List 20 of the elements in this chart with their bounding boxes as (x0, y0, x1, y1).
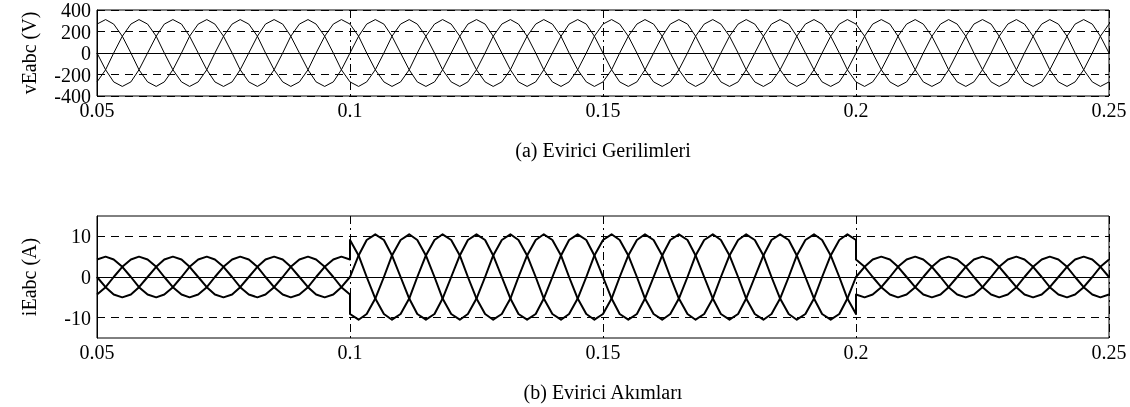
x-tick-label: 0.25 (1091, 341, 1127, 363)
y-tick-label: 0 (81, 266, 91, 288)
y-tick-label: 200 (61, 20, 91, 43)
y-tick-label: 400 (61, 0, 91, 21)
y-axis-title: vEabc (V) (18, 11, 41, 95)
y-tick-label: 10 (71, 225, 91, 248)
x-tick-label: 0.05 (79, 341, 115, 363)
x-tick-label: 0.15 (585, 99, 621, 121)
x-axis-title: (a) Evirici Gerilimleri (515, 139, 692, 162)
x-axis-title: (b) Evirici Akımları (523, 381, 683, 404)
x-tick-label: 0.25 (1091, 99, 1127, 121)
y-tick-label: -10 (64, 306, 91, 329)
x-tick-label: 0.1 (337, 341, 363, 363)
y-axis-title: iEabc (A) (18, 237, 41, 317)
x-tick-label: 0.2 (843, 341, 869, 363)
x-tick-label: 0.2 (843, 99, 869, 121)
y-tick-label: -200 (54, 63, 91, 86)
x-tick-label: 0.1 (337, 99, 363, 121)
y-tick-label: 0 (81, 42, 91, 64)
x-tick-label: 0.15 (585, 341, 621, 363)
